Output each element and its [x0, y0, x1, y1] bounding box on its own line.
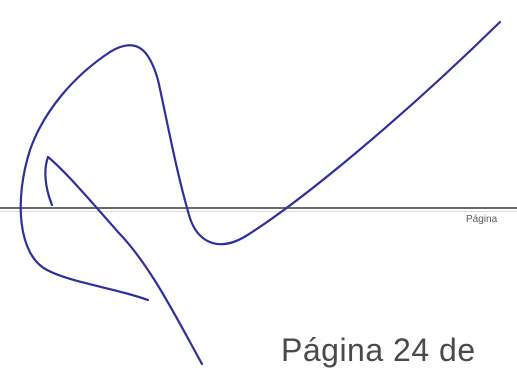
page-number-footer: Página 24 de — [281, 332, 476, 368]
page-footer-small: Página — [466, 214, 498, 225]
footer-rule — [0, 207, 517, 209]
footer-rule-shadow — [0, 211, 517, 212]
signature-stroke — [19, 20, 502, 366]
